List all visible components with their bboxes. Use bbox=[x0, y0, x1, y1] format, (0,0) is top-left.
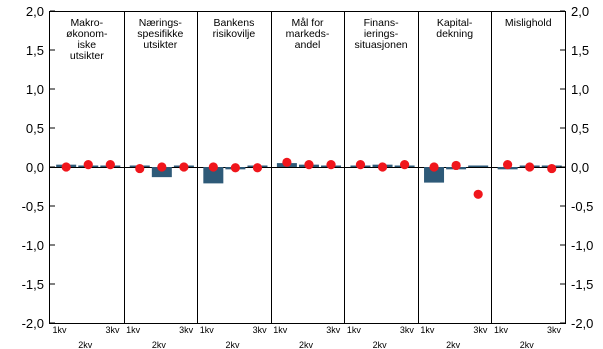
x-tick-label: 2kv bbox=[446, 340, 461, 349]
panel-title: Mislighold bbox=[505, 17, 552, 29]
panel-title-line: Finans- bbox=[364, 17, 400, 29]
y-tick-label-right: -0,5 bbox=[571, 199, 593, 214]
x-tick-label: 2kv bbox=[520, 340, 535, 349]
plot-frame bbox=[49, 11, 566, 324]
x-tick-label: 1kv bbox=[420, 325, 435, 335]
data-point bbox=[157, 162, 167, 172]
y-tick-label-left: 2,0 bbox=[26, 4, 44, 19]
y-tick-label-left: 0,0 bbox=[26, 160, 44, 175]
panel-title-line: Mislighold bbox=[505, 17, 552, 29]
x-tick-label: 3kv bbox=[473, 325, 488, 335]
panel-title: Mål for markeds-andel bbox=[286, 17, 330, 51]
data-point bbox=[400, 160, 410, 170]
panel-title: Finans-ierings-situasjonen bbox=[355, 17, 408, 51]
panel-title-line: ierings- bbox=[364, 28, 399, 40]
x-tick-label: 1kv bbox=[53, 325, 68, 335]
bar bbox=[151, 167, 172, 178]
y-tick-label-left: -0,5 bbox=[22, 199, 44, 214]
panel-title-line: spesifikke bbox=[137, 28, 183, 40]
y-tick-label-right: 0,5 bbox=[571, 121, 589, 136]
data-point bbox=[377, 162, 388, 172]
x-tick-label: 1kv bbox=[200, 325, 215, 335]
x-tick-label: 3kv bbox=[547, 325, 562, 335]
data-point bbox=[230, 163, 240, 173]
panel-title-line: Kapital- bbox=[437, 17, 473, 29]
x-tick-label: 2kv bbox=[373, 340, 388, 349]
y-tick-label-right: -2,0 bbox=[571, 316, 593, 331]
panel-title: Nærings-spesifikke utsikter bbox=[137, 17, 183, 51]
data-point bbox=[282, 157, 292, 167]
y-tick-label-left: 1,0 bbox=[26, 82, 44, 97]
panel-title-line: risikovilje bbox=[213, 28, 256, 40]
panel-title-line: dekning bbox=[436, 28, 473, 40]
y-tick-label-left: 0,5 bbox=[26, 121, 44, 136]
y-tick-label-right: 1,5 bbox=[571, 43, 589, 58]
x-tick-label: 1kv bbox=[494, 325, 509, 335]
bar bbox=[424, 167, 445, 183]
data-point bbox=[135, 163, 145, 174]
x-tick-label: 1kv bbox=[126, 325, 141, 335]
data-point bbox=[547, 163, 557, 174]
panel-title-line: Makro- bbox=[70, 17, 103, 29]
x-tick-label: 3kv bbox=[326, 325, 341, 335]
panel-title-line: utsikter bbox=[70, 50, 104, 62]
x-tick-label: 2kv bbox=[152, 340, 167, 349]
x-tick-label: 1kv bbox=[347, 325, 362, 335]
y-tick-label-left: 1,5 bbox=[26, 43, 44, 58]
data-point bbox=[429, 162, 439, 172]
y-tick-label-right: 1,0 bbox=[571, 82, 589, 97]
y-tick-label-right: 0,0 bbox=[571, 160, 589, 175]
y-tick-label-right: -1,5 bbox=[571, 277, 593, 292]
data-point bbox=[83, 160, 93, 170]
data-point bbox=[326, 160, 336, 170]
x-tick-label: 2kv bbox=[78, 340, 93, 349]
y-tick-label-left: -2,0 bbox=[22, 316, 44, 331]
data-point bbox=[355, 160, 366, 170]
panel-title-line: Bankens bbox=[213, 17, 254, 29]
x-tick-label: 1kv bbox=[273, 325, 288, 335]
panel-title-line: andel bbox=[295, 39, 321, 51]
data-point bbox=[525, 162, 535, 172]
data-point bbox=[503, 160, 513, 170]
x-tick-label: 2kv bbox=[225, 340, 240, 349]
bar bbox=[203, 167, 224, 184]
data-point bbox=[179, 162, 189, 172]
panel-title-line: Mål for bbox=[291, 17, 324, 29]
data-point bbox=[252, 163, 263, 173]
data-point bbox=[304, 160, 314, 170]
y-tick-label-left: -1,0 bbox=[22, 238, 44, 253]
data-point bbox=[105, 160, 115, 170]
panel-title-line: utsikter bbox=[143, 39, 177, 51]
x-tick-label: 3kv bbox=[253, 325, 268, 335]
x-tick-label: 3kv bbox=[400, 325, 415, 335]
data-point bbox=[451, 160, 461, 171]
panel-title-line: markeds- bbox=[286, 28, 330, 40]
panel-title-line: iske bbox=[77, 39, 96, 51]
panel-title: Bankens risikovilje bbox=[213, 17, 256, 40]
panel-title-line: situasjonen bbox=[355, 39, 408, 51]
x-tick-label: 3kv bbox=[106, 325, 121, 335]
panel-title: Kapital-dekning bbox=[436, 17, 473, 40]
x-tick-label: 3kv bbox=[179, 325, 194, 335]
x-tick-label: 2kv bbox=[299, 340, 314, 349]
data-point bbox=[473, 189, 483, 199]
y-tick-label-right: 2,0 bbox=[571, 4, 589, 19]
y-tick-label-left: -1,5 bbox=[22, 277, 44, 292]
bar bbox=[468, 165, 489, 167]
panel-title-line: økonom- bbox=[66, 28, 108, 40]
y-tick-label-right: -1,0 bbox=[571, 238, 593, 253]
panel-title: Makro-økonom-iske utsikter bbox=[66, 17, 108, 62]
data-point bbox=[61, 162, 71, 172]
panel-title-line: Nærings- bbox=[139, 17, 183, 29]
data-point bbox=[208, 162, 218, 172]
